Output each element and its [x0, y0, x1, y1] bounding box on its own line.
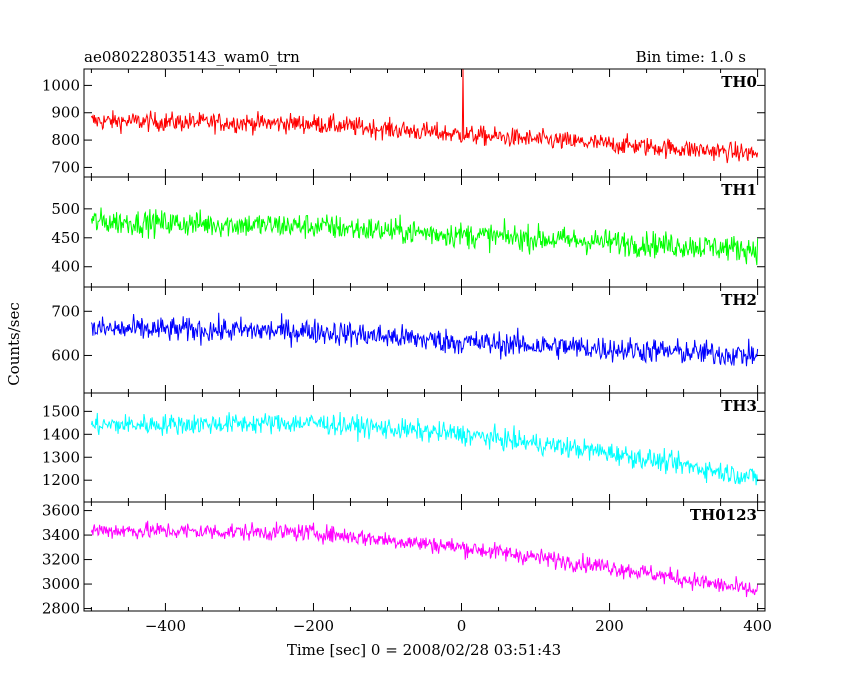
panel-frame — [83, 392, 766, 503]
y-tick-label: 1200 — [42, 471, 80, 489]
y-tick-label: 400 — [51, 258, 80, 276]
bin-time-label: Bin time: 1.0 s — [636, 48, 746, 66]
x-tick-label: 0 — [457, 617, 467, 635]
chart-title: ae080228035143_wam0_trn — [84, 48, 300, 66]
y-tick-label: 3400 — [42, 526, 80, 544]
panel-name-label: TH1 — [721, 181, 757, 199]
y-tick-label: 1300 — [42, 448, 80, 466]
y-tick-label: 600 — [51, 346, 80, 364]
x-tick-label: 400 — [743, 617, 772, 635]
panel-th0: 700 800 900 1000 TH0 — [42, 68, 766, 178]
panel-name-label: TH2 — [721, 291, 757, 309]
series-line-th3 — [90, 411, 759, 486]
y-tick-label: 700 — [51, 302, 80, 320]
y-tick-label: 1400 — [42, 425, 80, 443]
y-tick-label: 900 — [51, 104, 80, 122]
y-tick-label: 3000 — [42, 575, 80, 593]
x-tick-label: 200 — [595, 617, 624, 635]
y-tick-label: 450 — [51, 229, 80, 247]
panel-th2: 600 700 TH2 — [51, 286, 766, 394]
panel-th3: 1200 1300 1400 1500 TH3 — [42, 392, 766, 503]
series-line-th2 — [90, 312, 759, 367]
panel-name-label: TH3 — [721, 397, 757, 415]
y-axis-label: Counts/sec — [5, 302, 23, 386]
y-tick-label: 1000 — [42, 76, 80, 94]
x-axis-label: Time [sec] 0 = 2008/02/28 03:51:43 — [287, 641, 561, 659]
series-line-th1 — [90, 207, 759, 266]
y-tick-label: 3600 — [42, 502, 80, 520]
y-tick-label: 800 — [51, 131, 80, 149]
x-tick-label: −200 — [293, 617, 334, 635]
panel-name-label: TH0 — [721, 73, 757, 91]
panel-th0123: 2800 3000 3200 3400 3600 TH0123 — [42, 501, 766, 618]
panel-frame — [83, 501, 766, 612]
y-tick-label: 3200 — [42, 551, 80, 569]
y-tick-label: 500 — [51, 200, 80, 218]
series-line-th0123 — [90, 520, 759, 598]
series-line-th0 — [90, 68, 759, 164]
panel-th1: 400 450 500 TH1 — [51, 176, 766, 288]
y-tick-label: 700 — [51, 158, 80, 176]
y-tick-label: 2800 — [42, 600, 80, 618]
panels-group: 700 800 900 1000 TH0 400 450 500 TH1 600 700 TH2 120… — [42, 68, 772, 635]
panel-name-label: TH0123 — [690, 506, 757, 524]
x-tick-label: −400 — [145, 617, 186, 635]
y-tick-label: 1500 — [42, 402, 80, 420]
